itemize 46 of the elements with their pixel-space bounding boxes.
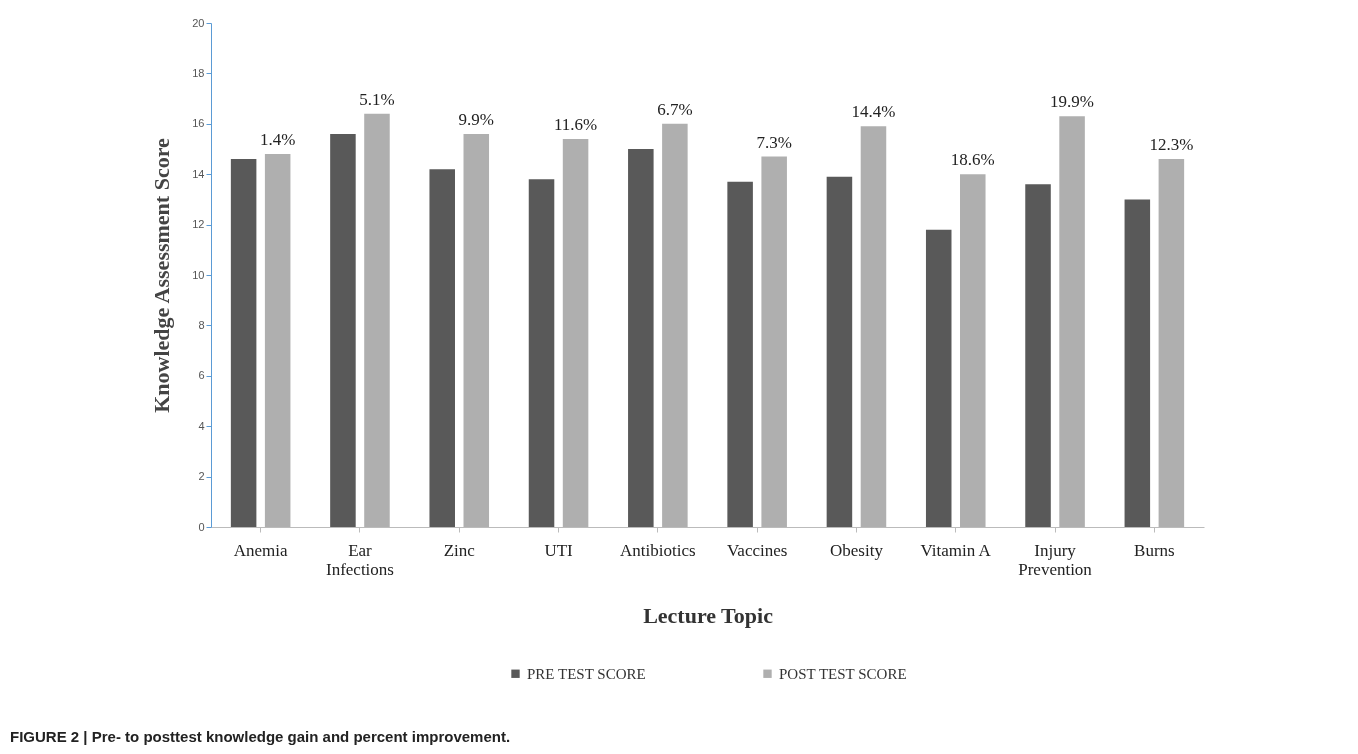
x-axis-title: Lecture Topic <box>643 602 774 628</box>
x-tick-label: UTI <box>544 540 574 560</box>
annotation: 18.6% <box>950 150 995 170</box>
x-tick-label: Anemia <box>233 540 288 560</box>
y-tick-label: 6 <box>198 369 205 382</box>
bar <box>429 169 455 527</box>
y-tick-label: 16 <box>192 117 205 130</box>
legend-label: POST TEST SCORE <box>779 665 907 682</box>
bar <box>1025 184 1051 527</box>
x-tick-label: Ear Infections <box>325 540 394 579</box>
y-tick-label: 8 <box>198 318 205 331</box>
y-tick-label: 2 <box>198 470 205 483</box>
bar <box>1124 199 1151 527</box>
y-axis-title: Knowledge Assessment Score <box>149 137 175 413</box>
bar <box>727 181 753 527</box>
y-tick-label: 12 <box>192 218 205 231</box>
x-tick-label: Zinc <box>443 540 476 560</box>
annotation: 7.3% <box>756 132 792 152</box>
annotation: 11.6% <box>553 114 598 134</box>
annotation: 5.1% <box>359 89 395 109</box>
y-tick-label: 0 <box>198 520 205 533</box>
annotation: 19.9% <box>1050 92 1095 112</box>
x-tick-label: Burns <box>1134 540 1175 560</box>
y-tick-label: 14 <box>192 167 205 180</box>
x-tick-label: Injury Prevention <box>1018 540 1093 579</box>
x-tick-label: Vitamin A <box>920 540 992 560</box>
annotation: 12.3% <box>1149 135 1194 155</box>
y-tick-label: 18 <box>192 66 205 79</box>
annotation: 9.9% <box>458 109 494 129</box>
bar <box>826 176 853 527</box>
bar <box>628 149 654 527</box>
bar <box>330 133 356 527</box>
annotation: 6.7% <box>657 99 693 119</box>
bar <box>230 159 257 527</box>
y-tick-label: 4 <box>198 419 205 432</box>
annotation: 14.4% <box>851 102 896 122</box>
bar <box>925 229 952 527</box>
bar <box>528 179 555 527</box>
y-tick-label: 20 <box>192 16 205 29</box>
x-tick-label: Obesity <box>830 540 884 560</box>
x-tick-label: Vaccines <box>726 540 788 560</box>
y-tick-label: 10 <box>192 268 205 281</box>
annotation: 1.4% <box>259 130 296 150</box>
x-tick-label: Antibiotics <box>620 540 696 560</box>
legend-label: PRE TEST SCORE <box>527 665 646 682</box>
caption: FIGURE 2 | Pre- to posttest knowledge gain and percent improvement. <box>10 728 511 745</box>
